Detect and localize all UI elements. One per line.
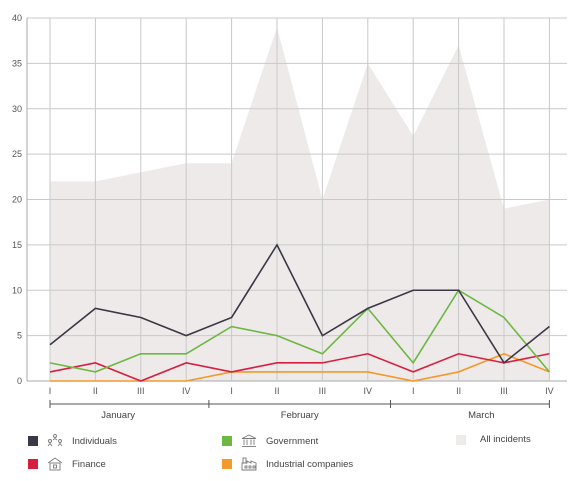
x-tick-label: II: [93, 386, 98, 396]
legend-item-government[interactable]: Government: [222, 434, 318, 448]
legend-swatch: [222, 459, 232, 469]
y-tick-label: 40: [12, 13, 22, 23]
x-tick-label: IV: [182, 386, 191, 396]
x-tick-label: I: [49, 386, 52, 396]
x-tick-label: III: [319, 386, 327, 396]
factory-icon: [241, 457, 257, 471]
y-tick-label: 35: [12, 58, 22, 68]
y-tick-label: 0: [17, 376, 22, 386]
line-individuals: [49, 243, 550, 365]
x-tick-label: III: [500, 386, 508, 396]
x-tick-label: II: [274, 386, 279, 396]
area-all-incidents: [50, 27, 550, 381]
line-finance: [49, 352, 550, 382]
legend-label: All incidents: [480, 434, 531, 445]
legend-swatch: [28, 436, 38, 446]
y-tick-label: 25: [12, 149, 22, 159]
bank-icon: [47, 457, 63, 471]
legend-item-industrial-companies[interactable]: Industrial companies: [222, 457, 353, 471]
area-layer: [50, 27, 550, 381]
legend-item-all-incidents[interactable]: All incidents: [456, 434, 531, 445]
legend-label: Industrial companies: [266, 458, 354, 470]
x-tick-label: IV: [545, 386, 554, 396]
legend-label: Government: [266, 435, 319, 447]
line-layer: [49, 243, 551, 382]
y-tick-label: 20: [12, 195, 22, 205]
government-building-icon: [241, 434, 257, 448]
legend-swatch: [222, 436, 232, 446]
x-tick-label: III: [137, 386, 145, 396]
x-tick-label: II: [456, 386, 461, 396]
legend-item-finance[interactable]: Finance: [28, 457, 106, 471]
x-tick-label: I: [230, 386, 233, 396]
legend-item-individuals[interactable]: Individuals: [28, 434, 117, 448]
grid-layer: [26, 17, 567, 382]
x-tick-label: IV: [364, 386, 373, 396]
month-label: March: [468, 410, 494, 421]
y-tick-label: 30: [12, 104, 22, 114]
legend-label: Individuals: [72, 435, 117, 447]
line-industrial-companies: [50, 352, 550, 382]
month-label: January: [101, 410, 135, 421]
legend-swatch: [456, 434, 466, 445]
people-icon: [47, 434, 63, 448]
y-tick-label: 5: [17, 331, 22, 341]
y-tick-label: 15: [12, 240, 22, 250]
line-government: [49, 289, 551, 373]
month-label: February: [281, 410, 319, 421]
y-tick-label: 10: [12, 285, 22, 295]
x-tick-label: I: [412, 386, 415, 396]
legend-swatch: [28, 459, 38, 469]
legend-label: Finance: [72, 458, 106, 470]
